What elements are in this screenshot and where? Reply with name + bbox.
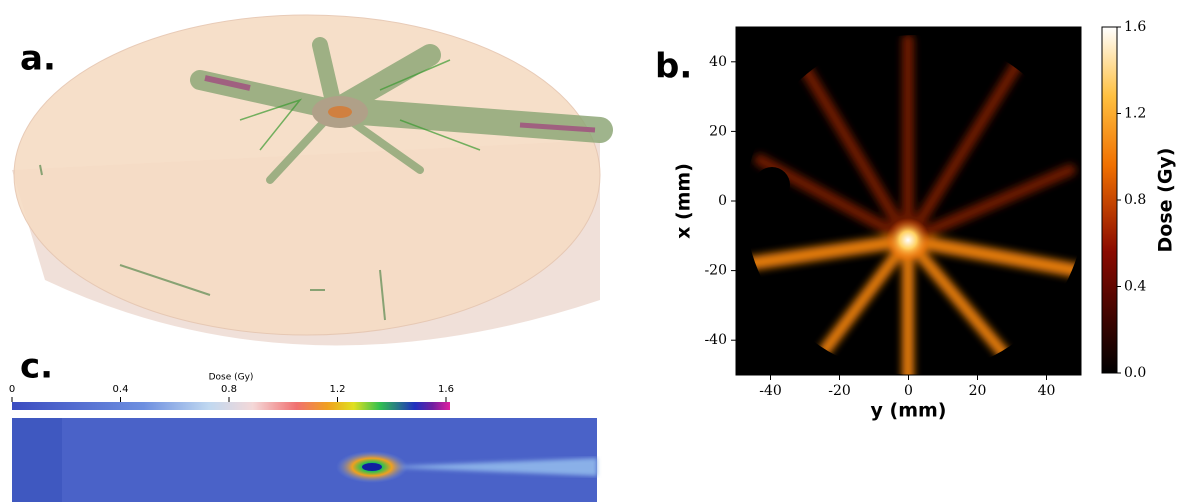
x-axis-label: y (mm) (871, 400, 947, 422)
x-tick-label: 20 (969, 383, 987, 399)
colorbar-tick-label: 0.8 (221, 384, 237, 395)
colorbar-tick-label: 1.6 (1124, 19, 1146, 35)
colorbar-tick-label: 1.2 (330, 384, 346, 395)
panel-label: c. (20, 347, 53, 387)
x-tick-label: -40 (759, 383, 782, 399)
heatmap-image (736, 27, 1085, 380)
colorbar-tick-label: 0.4 (1124, 279, 1146, 295)
slice-image (12, 418, 597, 502)
colorbar-tick-label: 1.2 (1124, 106, 1146, 122)
y-axis-label: x (mm) (673, 163, 695, 239)
y-tick-label: -40 (704, 332, 727, 348)
figure: a. b.-40-2 (0, 0, 1187, 502)
x-tick-label: 0 (904, 383, 913, 399)
colorbar-tick-label: 0.8 (1124, 192, 1146, 208)
colorbar (1102, 27, 1117, 373)
colorbar-label: Dose (Gy) (1155, 148, 1177, 253)
x-tick-label: 40 (1038, 383, 1056, 399)
y-tick-label: 0 (718, 193, 727, 209)
render-3d (12, 15, 600, 345)
y-tick-label: 40 (709, 54, 727, 70)
y-tick-label: 20 (709, 123, 727, 139)
x-tick-label: -20 (828, 383, 851, 399)
colorbar-tick-label: 0.4 (113, 384, 129, 395)
y-tick-label: -20 (704, 263, 727, 279)
colorbar-tick-label: 1.6 (438, 384, 454, 395)
colorbar-tick-label: 0.0 (1124, 365, 1146, 381)
colorbar-label: Dose (Gy) (209, 373, 254, 383)
colorbar (12, 402, 450, 410)
panel-label: a. (20, 39, 56, 79)
panel-label: b. (655, 47, 692, 87)
colorbar-tick-label: 0 (9, 384, 15, 395)
